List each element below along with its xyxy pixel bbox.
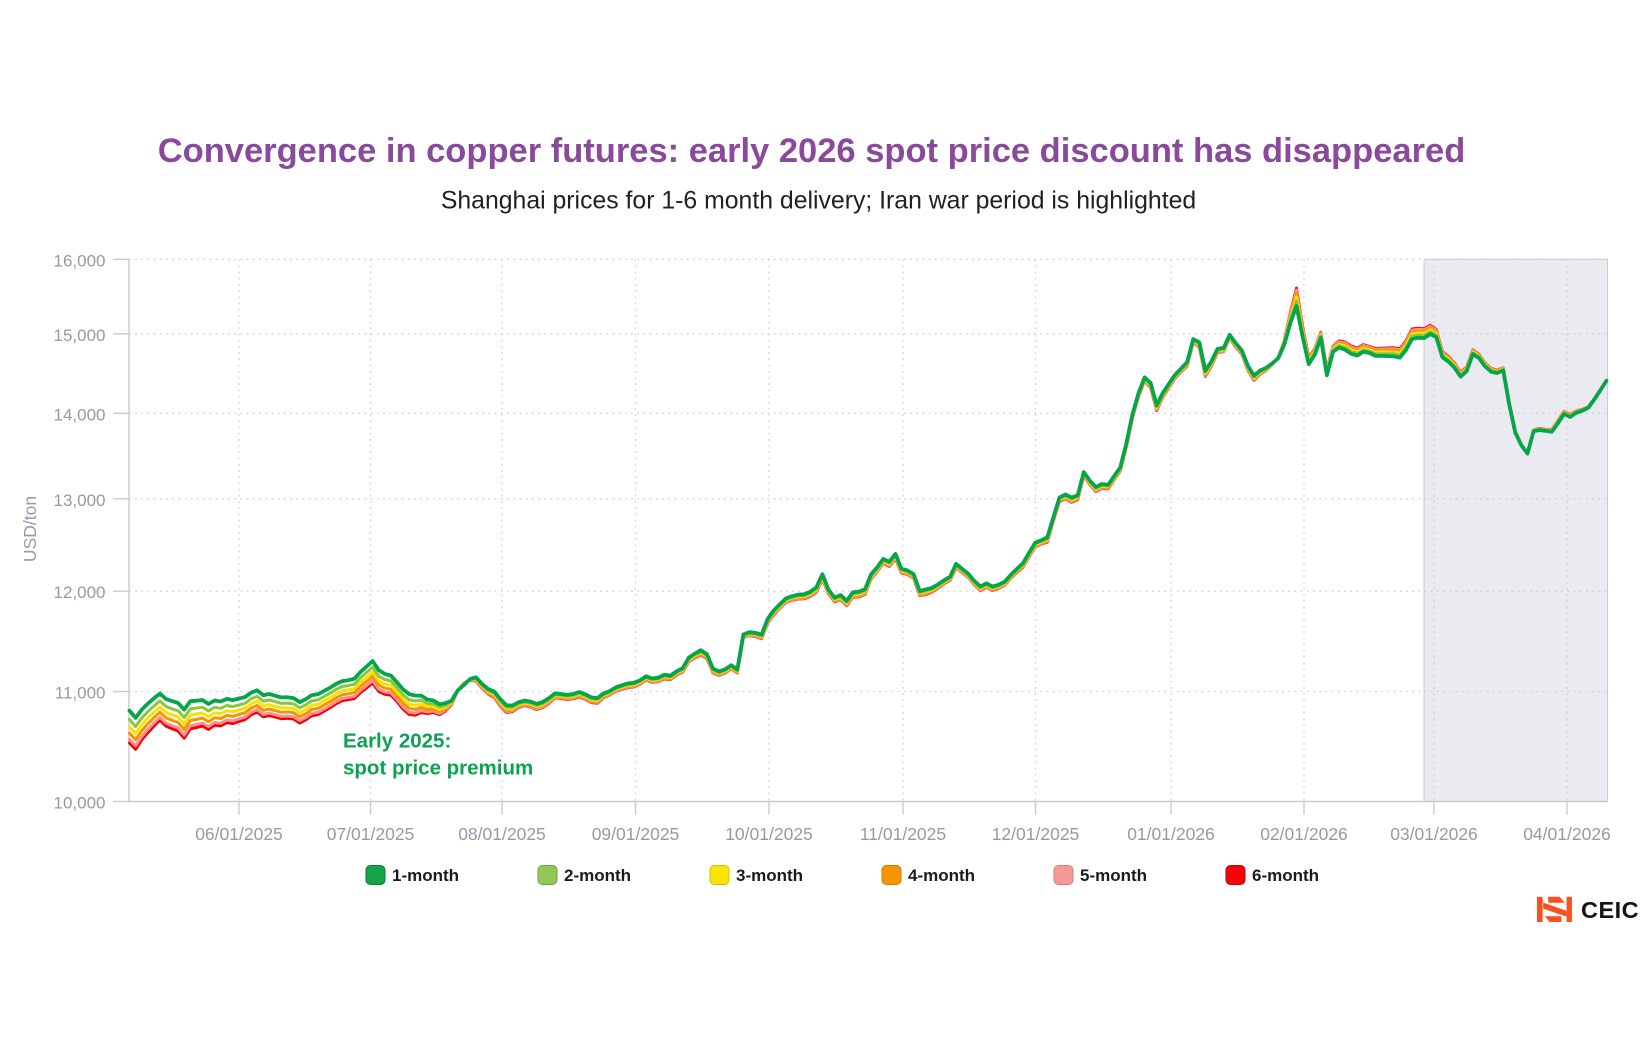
svg-text:08/01/2025: 08/01/2025	[458, 824, 546, 844]
svg-text:07/01/2025: 07/01/2025	[327, 824, 415, 844]
svg-text:15,000: 15,000	[54, 326, 106, 345]
svg-text:CEIC: CEIC	[1581, 897, 1639, 923]
svg-text:Early 2025:: Early 2025:	[343, 730, 451, 753]
svg-text:11,000: 11,000	[55, 684, 106, 703]
svg-text:1-month: 1-month	[392, 866, 459, 885]
svg-text:2-month: 2-month	[564, 866, 631, 885]
svg-text:04/01/2026: 04/01/2026	[1523, 824, 1611, 844]
svg-text:6-month: 6-month	[1252, 866, 1319, 885]
svg-text:12,000: 12,000	[54, 583, 106, 602]
svg-text:06/01/2025: 06/01/2025	[195, 824, 283, 844]
svg-text:4-month: 4-month	[908, 866, 975, 885]
svg-text:Convergence in copper futures:: Convergence in copper futures: early 202…	[158, 132, 1466, 170]
svg-text:Shanghai prices for 1-6 month: Shanghai prices for 1-6 month delivery; …	[441, 188, 1196, 215]
svg-text:11/01/2025: 11/01/2025	[860, 824, 946, 844]
svg-text:01/01/2026: 01/01/2026	[1127, 824, 1215, 844]
svg-text:5-month: 5-month	[1080, 866, 1147, 885]
svg-text:12/01/2025: 12/01/2025	[992, 824, 1080, 844]
svg-text:spot price premium: spot price premium	[343, 757, 533, 780]
svg-text:02/01/2026: 02/01/2026	[1260, 824, 1348, 844]
svg-text:03/01/2026: 03/01/2026	[1390, 824, 1478, 844]
svg-text:16,000: 16,000	[54, 251, 106, 270]
svg-text:13,000: 13,000	[54, 491, 106, 510]
svg-text:USD/ton: USD/ton	[20, 496, 40, 562]
svg-text:14,000: 14,000	[54, 405, 106, 424]
svg-text:10,000: 10,000	[54, 794, 106, 813]
svg-text:3-month: 3-month	[736, 866, 803, 885]
svg-text:09/01/2025: 09/01/2025	[592, 824, 680, 844]
svg-text:10/01/2025: 10/01/2025	[725, 824, 813, 844]
